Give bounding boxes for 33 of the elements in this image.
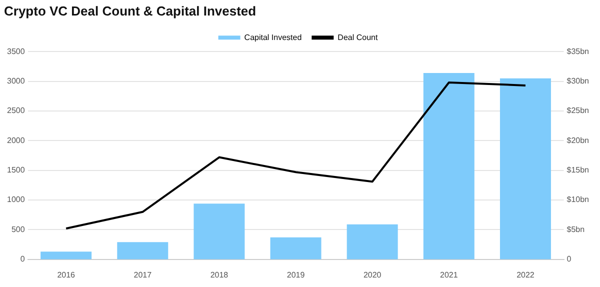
- bar: [346, 224, 398, 260]
- x-tick-label: 2016: [57, 270, 76, 280]
- y-tick-label: 3000: [7, 76, 26, 86]
- bar: [117, 242, 168, 260]
- y2-tick-label: $30bn: [566, 76, 590, 86]
- y-tick-label: 1000: [7, 195, 26, 204]
- legend-label: Deal Count: [338, 32, 378, 42]
- x-tick-label: 2022: [516, 270, 535, 280]
- bar: [500, 78, 551, 260]
- y-tick-label: 3500: [7, 46, 26, 56]
- x-tick-label: 2020: [363, 270, 382, 280]
- x-tick-label: 2017: [134, 270, 152, 280]
- bar: [194, 204, 245, 260]
- bar: [423, 72, 474, 260]
- y-tick-label: 1500: [7, 166, 26, 175]
- bar: [270, 237, 322, 260]
- y-tick-label: 2500: [7, 106, 26, 116]
- y-tick-label: 0: [20, 254, 26, 264]
- chart-title: Crypto VC Deal Count & Capital Invested: [4, 3, 256, 18]
- y2-tick-label: $25bn: [566, 106, 590, 116]
- y-tick-label: 2000: [7, 136, 26, 145]
- y2-tick-label: $5bn: [566, 224, 585, 234]
- x-tick-label: 2018: [210, 270, 229, 280]
- y2-tick-label: $15bn: [566, 166, 590, 175]
- y2-tick-label: 0: [566, 254, 572, 264]
- legend-label: Capital Invested: [244, 32, 302, 42]
- x-tick-label: 2019: [286, 270, 306, 280]
- y2-tick-label: $20bn: [566, 136, 590, 145]
- x-tick-label: 2021: [440, 270, 458, 280]
- y2-tick-label: $35bn: [566, 46, 590, 56]
- y2-tick-label: $10bn: [566, 195, 590, 204]
- y-tick-label: 500: [11, 224, 26, 234]
- bar: [40, 252, 92, 260]
